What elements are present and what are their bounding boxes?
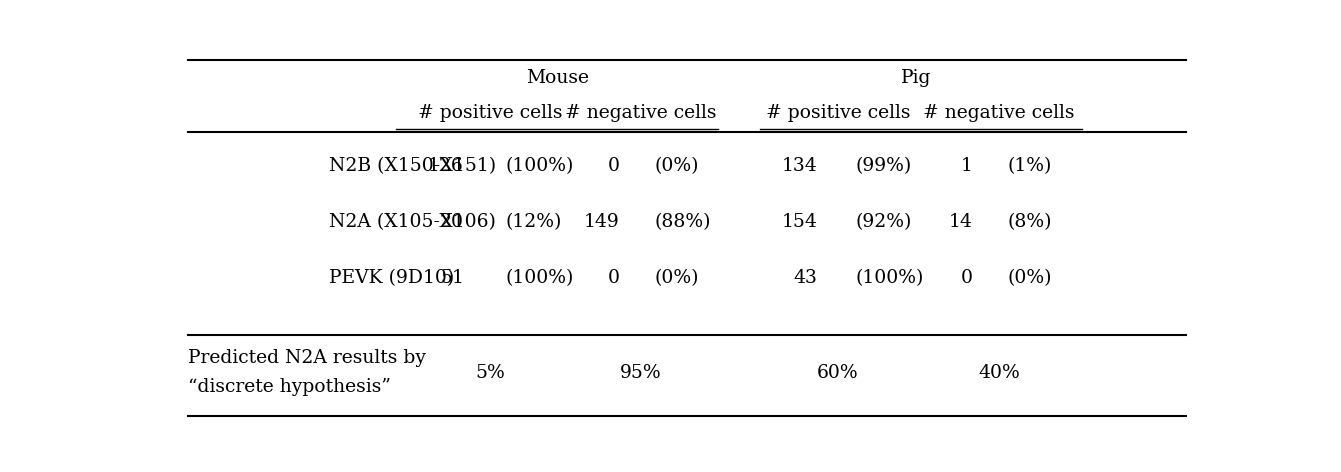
Text: 0: 0 xyxy=(607,270,620,287)
Text: (0%): (0%) xyxy=(654,270,699,287)
Text: 126: 126 xyxy=(428,157,464,175)
Text: 0: 0 xyxy=(961,270,974,287)
Text: (92%): (92%) xyxy=(856,213,912,231)
Text: 149: 149 xyxy=(583,213,620,231)
Text: 60%: 60% xyxy=(817,364,858,382)
Text: (8%): (8%) xyxy=(1007,213,1051,231)
Text: 40%: 40% xyxy=(978,364,1021,382)
Text: Predicted N2A results by: Predicted N2A results by xyxy=(188,349,426,367)
Text: N2A (X105-X106): N2A (X105-X106) xyxy=(329,213,496,231)
Text: PEVK (9D10): PEVK (9D10) xyxy=(329,270,455,287)
Text: 1: 1 xyxy=(961,157,974,175)
Text: (100%): (100%) xyxy=(506,157,574,175)
Text: (0%): (0%) xyxy=(1007,270,1051,287)
Text: (99%): (99%) xyxy=(856,157,912,175)
Text: 134: 134 xyxy=(782,157,817,175)
Text: 43: 43 xyxy=(794,270,817,287)
Text: “discrete hypothesis”: “discrete hypothesis” xyxy=(188,379,392,396)
Text: 5%: 5% xyxy=(475,364,504,382)
Text: (12%): (12%) xyxy=(506,213,562,231)
Text: # positive cells: # positive cells xyxy=(766,104,911,122)
Text: (100%): (100%) xyxy=(506,270,574,287)
Text: 20: 20 xyxy=(440,213,464,231)
Text: 95%: 95% xyxy=(620,364,661,382)
Text: 14: 14 xyxy=(949,213,974,231)
Text: # positive cells: # positive cells xyxy=(417,104,562,122)
Text: 51: 51 xyxy=(440,270,464,287)
Text: # negative cells: # negative cells xyxy=(924,104,1074,122)
Text: 0: 0 xyxy=(607,157,620,175)
Text: (1%): (1%) xyxy=(1007,157,1051,175)
Text: # negative cells: # negative cells xyxy=(565,104,716,122)
Text: Pig: Pig xyxy=(901,69,931,87)
Text: (100%): (100%) xyxy=(856,270,924,287)
Text: 154: 154 xyxy=(782,213,817,231)
Text: (88%): (88%) xyxy=(654,213,711,231)
Text: N2B (X150-X151): N2B (X150-X151) xyxy=(329,157,496,175)
Text: Mouse: Mouse xyxy=(526,69,589,87)
Text: (0%): (0%) xyxy=(654,157,699,175)
